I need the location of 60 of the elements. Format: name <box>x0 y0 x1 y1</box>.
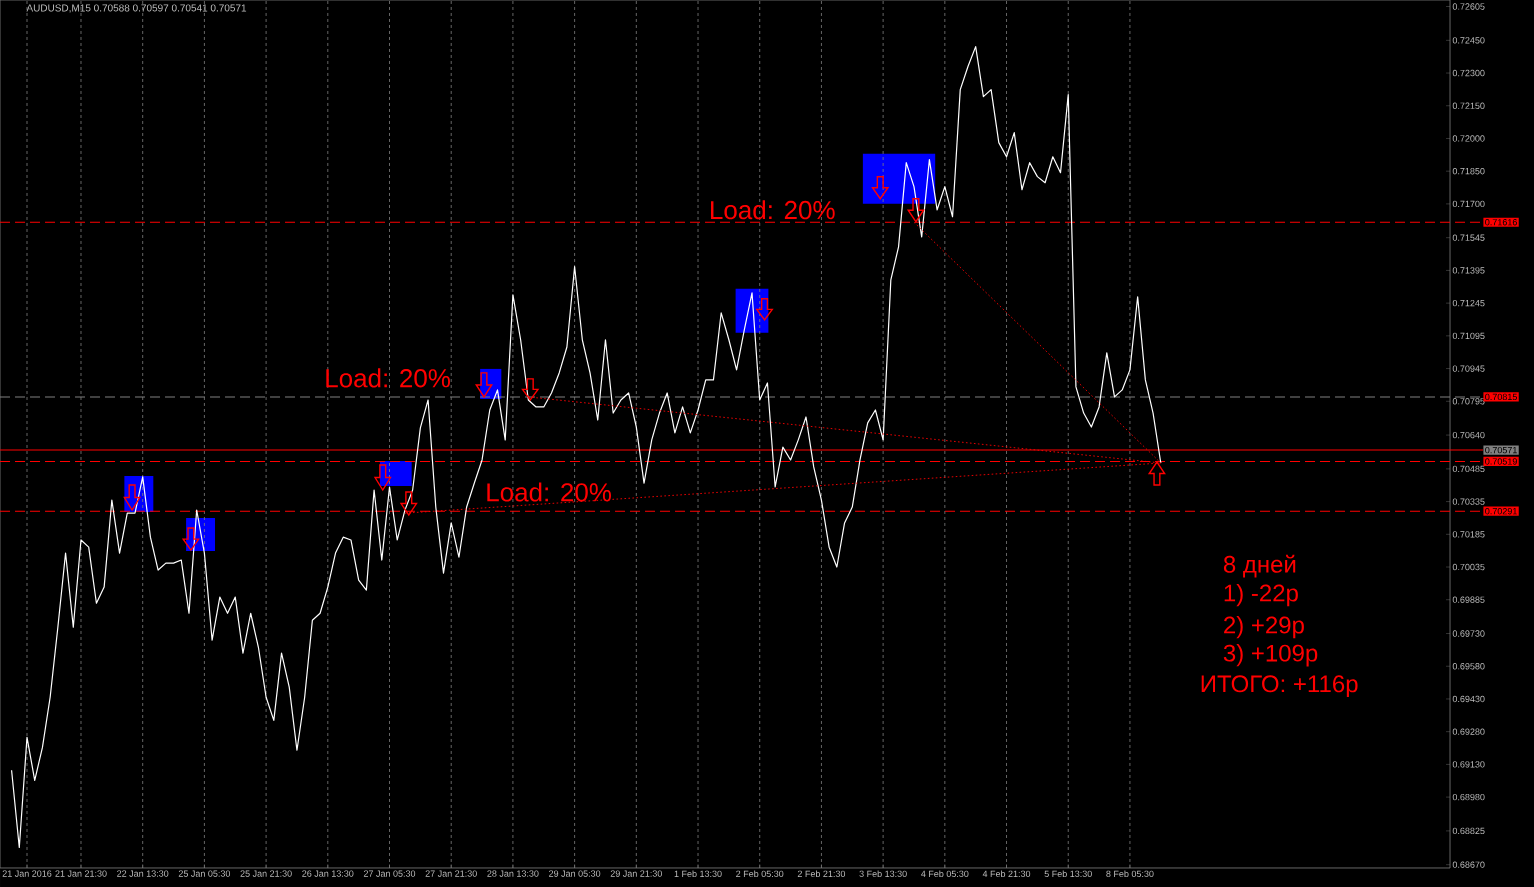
y-tick-label: 0.68670 <box>1452 861 1485 868</box>
x-tick-label: 22 Jan 13:30 <box>117 870 169 877</box>
y-tick-label: 0.71395 <box>1452 267 1485 274</box>
x-tick-label: 29 Jan 21:30 <box>610 870 662 877</box>
y-tick-label: 0.68980 <box>1452 793 1485 801</box>
y-tick-label: 0.71850 <box>1452 168 1485 175</box>
y-tick-label: 0.69130 <box>1452 761 1485 768</box>
y-tick-label: 0.72150 <box>1452 102 1485 109</box>
y-tick-label: 0.68825 <box>1452 827 1485 835</box>
y-tick-label: 0.71245 <box>1452 299 1485 307</box>
x-tick-label: 25 Jan 05:30 <box>178 870 231 877</box>
y-tick-label: 0.69730 <box>1452 630 1485 637</box>
y-tick-label: 0.71095 <box>1452 332 1485 340</box>
annotation: 2) +29р <box>1224 616 1304 639</box>
x-tick-label: 2 Feb 05:30 <box>736 870 784 877</box>
x-tick-label: 1 Feb 13:30 <box>674 870 722 877</box>
annotation: Load: 20% <box>326 368 450 388</box>
x-tick-label: 4 Feb 21:30 <box>982 870 1031 877</box>
ref-line-label: 0.70815 <box>1485 393 1517 401</box>
x-tick-label: 2 Feb 21:30 <box>797 870 846 877</box>
y-tick-label: 0.71545 <box>1452 234 1485 241</box>
x-tick-label: 5 Feb 13:30 <box>1044 870 1092 877</box>
y-tick-label: 0.69280 <box>1452 728 1485 735</box>
x-tick-label: 4 Feb 05:30 <box>921 870 969 877</box>
y-tick-label: 0.70035 <box>1452 563 1485 571</box>
y-tick-label: 0.70640 <box>1452 431 1485 439</box>
y-tick-label: 0.70945 <box>1452 365 1485 372</box>
x-tick-label: 3 Feb 13:30 <box>859 870 907 877</box>
ref-line-label: 0.70291 <box>1485 508 1517 515</box>
y-tick-label: 0.72450 <box>1452 37 1485 44</box>
chart-title: AUDUSD,M15 0.70588 0.70597 0.70541 0.70571 <box>26 4 247 13</box>
y-tick-label: 0.72000 <box>1452 135 1485 142</box>
y-tick-label: 0.72300 <box>1452 69 1485 77</box>
y-tick-label: 0.72605 <box>1452 3 1485 10</box>
y-tick-label: 0.70485 <box>1452 465 1485 473</box>
x-tick-label: 27 Jan 05:30 <box>363 870 416 877</box>
ref-line-label: 0.70519 <box>1485 458 1517 465</box>
x-tick-label: 27 Jan 21:30 <box>425 870 477 877</box>
annotation: 8 дней <box>1223 554 1296 578</box>
y-tick-label: 0.69430 <box>1452 695 1485 703</box>
x-tick-label: 29 Jan 05:30 <box>549 870 601 877</box>
ref-line-label: 0.71616 <box>1485 219 1517 226</box>
x-tick-label: 26 Jan 13:30 <box>302 870 354 877</box>
ref-line-label: 0.70571 <box>1485 446 1517 454</box>
y-tick-label: 0.70335 <box>1452 498 1485 505</box>
x-tick-label: 21 Jan 21:30 <box>55 870 107 877</box>
annotation: Load: 20% <box>711 200 835 220</box>
annotation: Load: 20% <box>487 482 612 502</box>
annotation: 1) -22р <box>1224 583 1298 607</box>
x-tick-label: 25 Jan 21:30 <box>240 870 292 877</box>
y-tick-label: 0.71700 <box>1452 200 1485 208</box>
annotation: 3) +109р <box>1223 644 1318 667</box>
y-tick-label: 0.69580 <box>1452 663 1485 670</box>
y-tick-label: 0.70185 <box>1452 531 1485 538</box>
x-tick-label: 28 Jan 13:30 <box>487 870 539 877</box>
x-tick-label: 21 Jan 2016 <box>2 870 52 877</box>
y-tick-label: 0.70795 <box>1452 398 1485 405</box>
annotation: ИТОГО: +116р <box>1201 675 1358 698</box>
x-tick-label: 8 Feb 05:30 <box>1106 870 1154 877</box>
y-tick-label: 0.69885 <box>1452 596 1485 603</box>
